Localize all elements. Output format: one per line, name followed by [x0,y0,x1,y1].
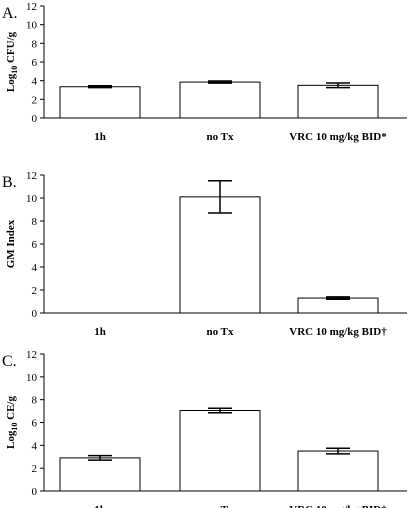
bar [297,297,379,314]
y-tick-label: 10 [26,372,38,384]
y-axis-label-main: GM Index [5,219,17,268]
y-axis-label-main: Log [5,430,17,449]
y-tick-label: 6 [32,239,38,251]
x-category-label: VRC 10 mg/kg BID† [289,504,387,508]
panel-label: C. [2,353,17,370]
y-tick-label: 4 [32,76,38,88]
panel-label: A. [2,5,18,22]
panel-label: B. [2,174,17,191]
y-axis-label: Log10 CFU/g [5,31,19,92]
y-tick-label: 0 [32,486,38,498]
y-axis-label-unit: CFU/g [5,31,17,65]
y-axis-label: Log10 CE/g [5,396,19,449]
x-category-label: no Tx [206,326,234,338]
y-tick-label: 4 [32,262,38,274]
y-axis-label-main: Log [5,73,17,92]
y-axis-label-subscript: 10 [10,423,19,431]
y-tick-label: 0 [32,308,38,320]
y-tick-label: 8 [32,216,38,228]
y-tick-label: 2 [32,463,38,475]
x-category-label: 1h [94,326,106,338]
bar [59,457,141,492]
y-axis-label: GM Index [5,219,17,268]
y-tick-label: 10 [26,20,38,32]
y-tick-label: 8 [32,395,38,407]
y-tick-label: 6 [32,418,38,430]
bar [297,84,379,119]
y-tick-label: 0 [32,113,38,125]
x-category-label: 1h [94,504,106,508]
y-tick-label: 2 [32,94,38,106]
y-axis-label-unit: CE/g [5,396,17,423]
chart-panel-2: B. 0 2 4 6 8 10 12 GM Index 1h no Tx VRC 10 mg/kg B… [2,170,407,338]
x-category-label: VRC 10 mg/kg BID† [289,326,387,338]
bar [179,410,261,492]
x-category-label: 1h [94,131,106,143]
y-axis-label-subscript: 10 [10,66,19,74]
y-tick-label: 12 [26,170,37,182]
y-tick-label: 10 [26,193,38,205]
x-category-label: VRC 10 mg/kg BID* [289,131,387,143]
y-tick-label: 2 [32,285,38,297]
x-category-label: no Tx [206,504,234,508]
bar [59,86,141,119]
y-tick-label: 12 [26,349,37,361]
y-tick-label: 6 [32,57,38,69]
y-tick-label: 8 [32,38,38,50]
bar [179,196,261,314]
x-category-label: no Tx [206,131,234,143]
bar [297,450,379,492]
y-tick-label: 12 [26,1,37,13]
bar [179,81,261,119]
y-tick-label: 4 [32,440,38,452]
